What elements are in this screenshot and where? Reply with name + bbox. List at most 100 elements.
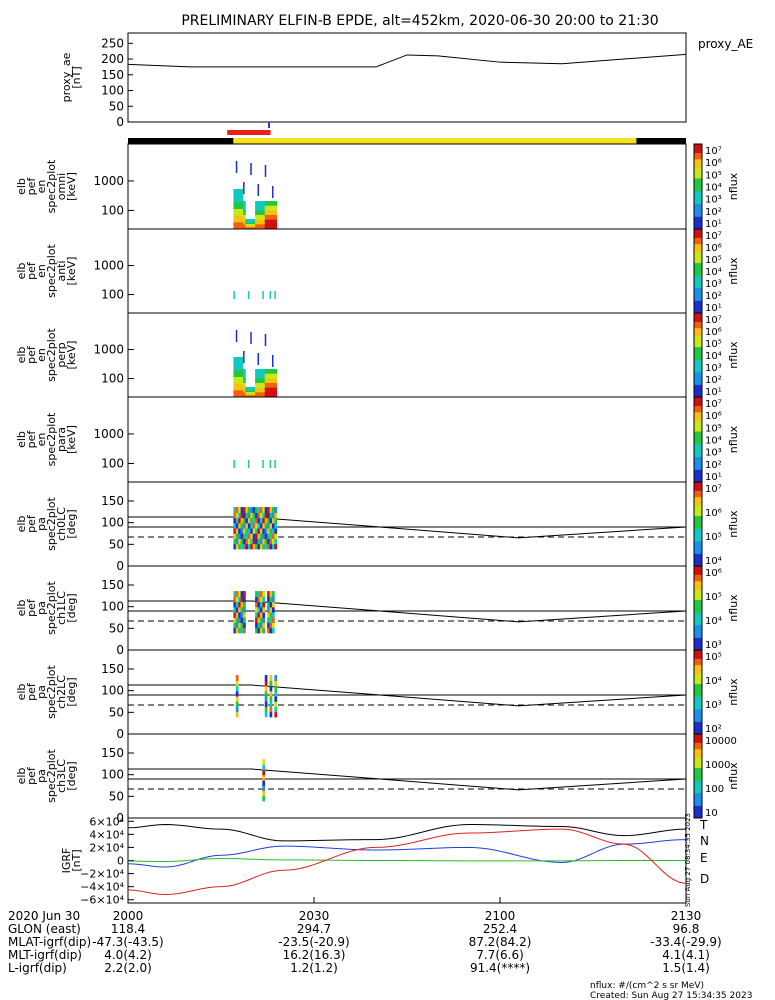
created-stamp: Created: Sun Aug 27 15:34:35 2023: [590, 991, 752, 1000]
y-tick-label: 0: [116, 115, 124, 129]
pitch-angle-pixel: [260, 601, 263, 607]
spectrogram-pixel: [258, 215, 261, 220]
spectrogram-pixel: [262, 378, 265, 383]
pitch-angle-pixel: [248, 512, 251, 518]
colorbar-tick-label: 10³: [705, 363, 722, 374]
y-tick-label: 100: [101, 456, 124, 470]
pitch-angle-pixel: [272, 517, 275, 523]
spectrogram-pixel: [270, 206, 273, 211]
spectrogram-pixel: [258, 220, 261, 225]
pitch-angle-pixel: [241, 596, 244, 602]
pitch-angle-pixel: [265, 675, 268, 681]
pitch-angle-pixel: [262, 759, 265, 765]
pitch-angle-pixel: [236, 596, 239, 602]
pitch-angle-pixel: [258, 627, 261, 633]
colorbar-tick-label: 10¹: [705, 387, 722, 398]
footer-row-label: MLAT-igrf(dip): [8, 935, 91, 949]
pitch-angle-pixel: [238, 517, 241, 523]
pitch-angle-pixel: [236, 706, 239, 712]
pitch-angle-pixel: [265, 706, 268, 712]
pitch-angle-pixel: [258, 612, 261, 618]
igrf-series-E: [128, 859, 686, 862]
pitch-angle-pixel: [270, 627, 273, 633]
pitch-angle-pixel: [262, 612, 265, 618]
spectrogram-pixel: [236, 189, 239, 196]
pitch-angle-pixel: [270, 711, 273, 717]
pitch-angle-pixel: [274, 543, 277, 549]
spectrogram-pixel: [255, 374, 258, 379]
pitch-angle-pixel: [253, 528, 256, 534]
pitch-angle-pixel: [255, 591, 258, 597]
y-tick-label: 100: [101, 288, 124, 302]
pitch-angle-pixel: [253, 538, 256, 544]
spectrogram-pixel: [236, 384, 239, 391]
pitch-angle-pixel: [243, 617, 246, 623]
pitch-angle-pixel: [238, 523, 241, 529]
pitch-angle-pixel: [255, 627, 258, 633]
colorbar-tick-label: 10¹: [705, 219, 722, 230]
spectrogram-pixel: [258, 206, 261, 211]
pitch-angle-pixel: [236, 523, 239, 529]
anti-spectrogram-frame: [128, 229, 686, 313]
pitch-angle-pixel: [258, 512, 261, 518]
spectrogram-pixel: [262, 210, 265, 215]
pitch-angle-pixel: [248, 507, 251, 513]
footer-value: 2.2(2.0): [104, 961, 152, 975]
colorbar-tick-label: 10⁴: [705, 436, 722, 447]
colorbar-tick-label: 10⁶: [705, 327, 722, 338]
spectrogram-pixel: [267, 383, 270, 388]
spectrogram-pixel: [265, 165, 267, 177]
spectrogram-pixel: [243, 369, 246, 374]
spectrogram-pixel: [267, 374, 270, 379]
pitch-angle-pixel: [236, 507, 239, 513]
spectrogram-pixel: [238, 357, 241, 364]
pitch-angle-pixel: [243, 596, 246, 602]
colorbar-label: nflux: [727, 172, 740, 200]
colorbar-tick-label: 10⁷: [705, 484, 722, 495]
pitch-angle-pixel: [243, 543, 246, 549]
colorbar-tick-label: 10²: [705, 460, 722, 471]
spectrogram-pixel: [258, 353, 260, 365]
footer-row-label: L-igrf(dip): [8, 961, 67, 975]
y-tick-label: 150: [101, 494, 124, 508]
pitch-angle-pixel: [262, 764, 265, 770]
spectrogram-pixel: [238, 196, 241, 203]
spectrogram-pixel: [255, 369, 258, 374]
pitch-angle-pixel: [272, 507, 275, 513]
pitch-angle-pixel: [243, 517, 246, 523]
pitch-angle-pixel: [236, 691, 239, 697]
pitch-angle-pixel: [262, 775, 265, 781]
spectrogram-pixel: [270, 388, 273, 393]
pitch-angle-pixel: [255, 607, 258, 613]
pitch-angle-pixel: [236, 533, 239, 539]
pitch-angle-pixel: [274, 517, 277, 523]
pitch-angle-pixel: [238, 612, 241, 618]
ae-panel-frame: [128, 33, 686, 122]
orbit-status-segment: [233, 138, 636, 144]
pitch-angle-pixel: [255, 617, 258, 623]
pitch-angle-pixel: [270, 523, 273, 529]
spectrogram-pixel: [233, 216, 236, 223]
spectrogram-pixel: [243, 206, 246, 211]
pitch-angle-pixel: [255, 596, 258, 602]
pitch-angle-pixel: [258, 528, 261, 534]
pitch-angle-pixel: [248, 543, 251, 549]
spectrogram-pixel: [260, 206, 263, 211]
spectrogram-pixel: [270, 460, 272, 468]
spectrogram-pixel: [260, 374, 263, 379]
pitch-angle-pixel: [238, 617, 241, 623]
spectrogram-pixel: [265, 374, 268, 379]
footer-value: 96.8: [673, 922, 700, 936]
pitch-angle-pixel: [270, 706, 273, 712]
pitch-angle-pixel: [250, 507, 253, 513]
spectrogram-pixel: [236, 364, 239, 371]
spectrogram-pixel: [236, 357, 239, 364]
pitch-angle-pixel: [236, 627, 239, 633]
pitch-angle-pixel: [262, 785, 265, 791]
y-tick-label: 0: [116, 727, 124, 741]
pitch-angle-pixel: [236, 512, 239, 518]
pitch-angle-pixel: [243, 528, 246, 534]
pitch-angle-pixel: [262, 795, 265, 801]
y-tick-label: 50: [109, 621, 124, 635]
colorbar-tick-label: 10³: [705, 640, 722, 651]
